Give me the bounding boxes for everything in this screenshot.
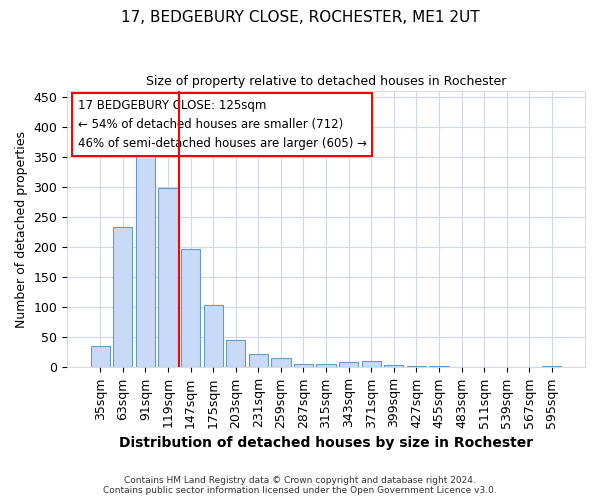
- Bar: [407, 366, 426, 368]
- Bar: [316, 364, 335, 368]
- Title: Size of property relative to detached houses in Rochester: Size of property relative to detached ho…: [146, 75, 506, 88]
- Bar: [203, 305, 223, 368]
- Bar: [339, 362, 358, 368]
- Bar: [226, 340, 245, 367]
- Y-axis label: Number of detached properties: Number of detached properties: [15, 130, 28, 328]
- Bar: [249, 354, 268, 368]
- Bar: [452, 367, 471, 368]
- Bar: [475, 367, 494, 368]
- Bar: [113, 227, 133, 368]
- Bar: [294, 364, 313, 368]
- Bar: [271, 358, 290, 368]
- Bar: [136, 144, 155, 368]
- Bar: [384, 365, 403, 368]
- Text: Contains HM Land Registry data © Crown copyright and database right 2024.
Contai: Contains HM Land Registry data © Crown c…: [103, 476, 497, 495]
- Bar: [542, 366, 562, 368]
- Bar: [181, 249, 200, 368]
- Bar: [91, 346, 110, 368]
- Bar: [497, 367, 517, 368]
- Text: 17 BEDGEBURY CLOSE: 125sqm
← 54% of detached houses are smaller (712)
46% of sem: 17 BEDGEBURY CLOSE: 125sqm ← 54% of deta…: [77, 99, 367, 150]
- Text: 17, BEDGEBURY CLOSE, ROCHESTER, ME1 2UT: 17, BEDGEBURY CLOSE, ROCHESTER, ME1 2UT: [121, 10, 479, 25]
- Bar: [362, 362, 381, 368]
- Bar: [430, 366, 449, 368]
- X-axis label: Distribution of detached houses by size in Rochester: Distribution of detached houses by size …: [119, 436, 533, 450]
- Bar: [158, 188, 178, 368]
